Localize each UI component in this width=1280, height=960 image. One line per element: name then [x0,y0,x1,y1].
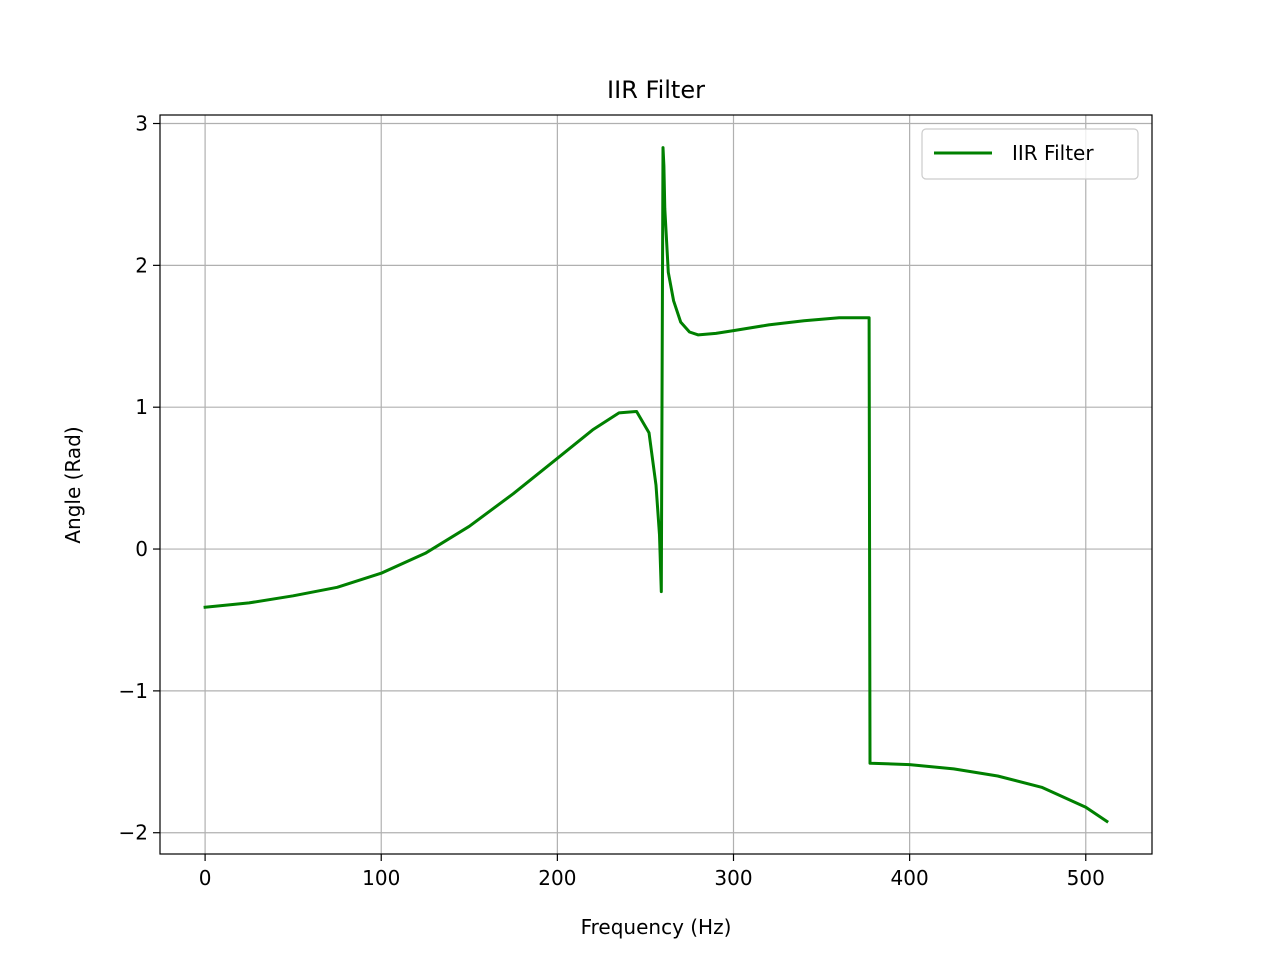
grid [160,115,1152,854]
series-line-iir-filter [203,146,1109,824]
chart-title: IIR Filter [607,76,705,104]
y-axis: −2 −1 0 1 2 3 [119,112,160,845]
series-layer [203,146,1109,824]
x-tick-label: 300 [714,866,752,890]
x-tick-label: 100 [362,866,400,890]
y-axis-label: Angle (Rad) [61,426,85,543]
y-tick-label: −1 [119,679,148,703]
y-tick-label: 1 [135,395,148,419]
y-tick-label: 0 [135,537,148,561]
x-tick-label: 0 [199,866,212,890]
x-axis: 0 100 200 300 400 500 [199,854,1105,890]
legend-box [921,128,1139,180]
y-tick-label: 3 [135,112,148,136]
y-tick-label: 2 [135,253,148,277]
legend-label: IIR Filter [1012,141,1094,165]
x-tick-label: 500 [1067,866,1105,890]
y-tick-label: −2 [119,821,148,845]
x-tick-label: 400 [891,866,929,890]
legend: IIR Filter [921,128,1139,180]
plot-frame [159,114,1153,855]
x-axis-label: Frequency (Hz) [581,915,732,939]
x-tick-label: 200 [538,866,576,890]
